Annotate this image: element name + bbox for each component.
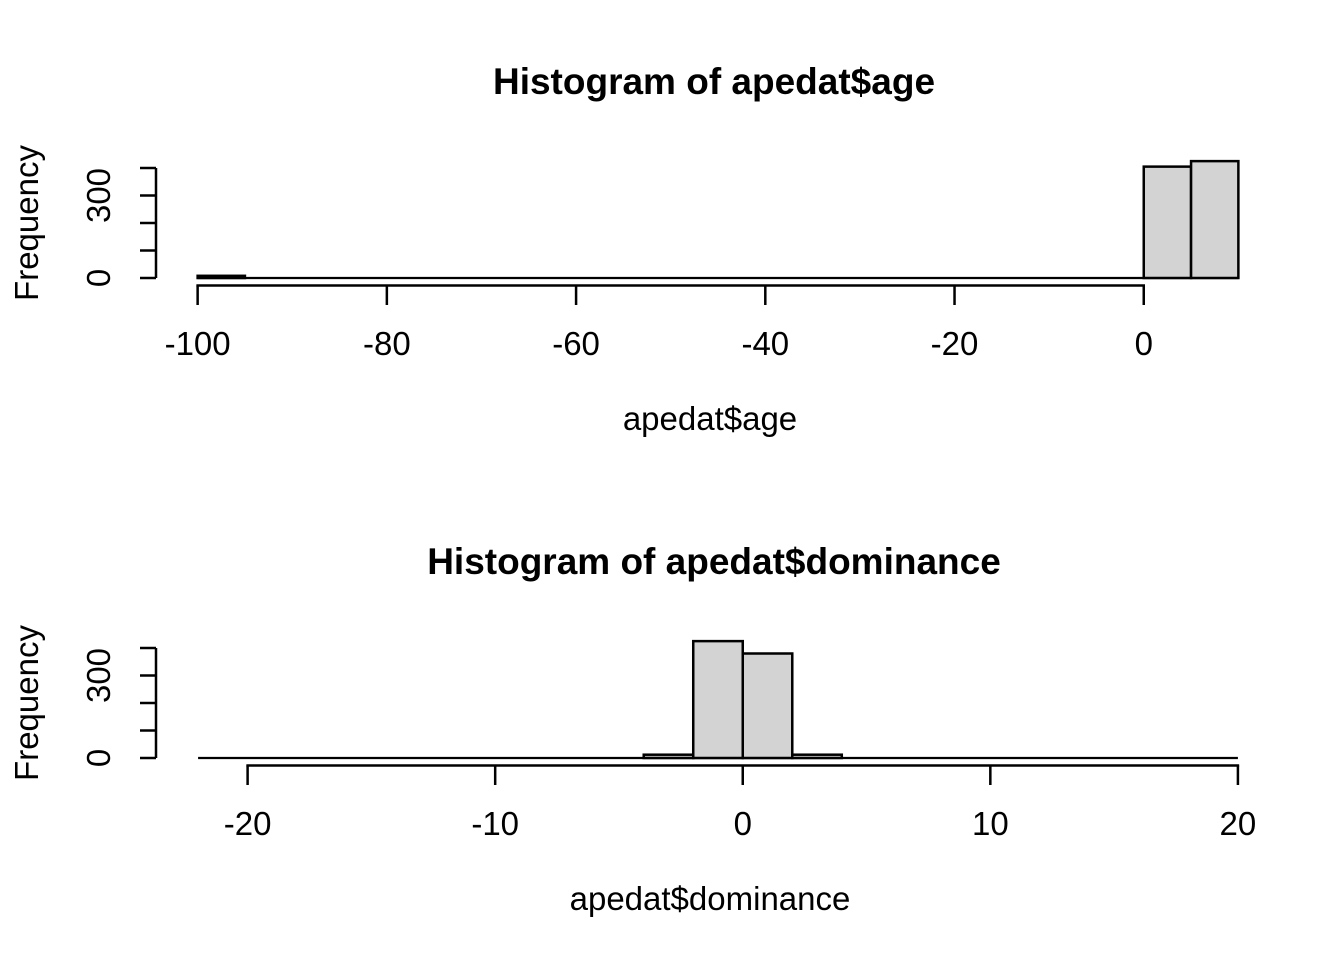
- x-tick-label: -20: [224, 805, 272, 842]
- y-tick-label: 300: [80, 648, 117, 703]
- y-axis-label: Frequency: [8, 145, 45, 301]
- x-axis-label: apedat$dominance: [570, 880, 851, 917]
- chart-title: Histogram of apedat$dominance: [427, 541, 1001, 582]
- x-axis-label: apedat$age: [623, 400, 797, 437]
- x-tick-label: -10: [471, 805, 519, 842]
- y-tick-label: 300: [80, 168, 117, 223]
- x-tick-label: -100: [165, 325, 231, 362]
- histogram-bar: [791, 753, 844, 760]
- dominance-histogram-plot: 0 300 -20 -10 0 10 20: [80, 639, 1257, 842]
- x-tick-label: -60: [552, 325, 600, 362]
- histogram-bar: [741, 652, 794, 760]
- age-histogram: 0 300 -100 -80 -60 -40 -20 0 Histogram of apeda…: [8, 61, 1240, 437]
- chart-title: Histogram of apedat$age: [493, 61, 935, 102]
- histogram-bar: [196, 274, 247, 280]
- y-axis-label: Frequency: [8, 625, 45, 781]
- x-tick-label: -80: [363, 325, 411, 362]
- x-tick-label: -20: [931, 325, 979, 362]
- x-tick-label: 0: [734, 805, 752, 842]
- histogram-bar: [1189, 159, 1240, 280]
- x-tick-label: 0: [1135, 325, 1153, 362]
- x-tick-label: -40: [741, 325, 789, 362]
- dominance-histogram: 0 300 -20 -10 0 10 20 Histogram of apedat$domi…: [8, 541, 1257, 917]
- x-tick-label: 10: [972, 805, 1009, 842]
- y-tick-label: 0: [80, 269, 117, 287]
- histogram-bar: [1142, 165, 1193, 280]
- histogram-bar: [642, 753, 695, 760]
- y-tick-label: 0: [80, 749, 117, 767]
- age-histogram-plot: 0 300 -100 -80 -60 -40 -20 0: [80, 159, 1240, 362]
- histogram-bar: [691, 639, 745, 760]
- x-tick-label: 20: [1220, 805, 1257, 842]
